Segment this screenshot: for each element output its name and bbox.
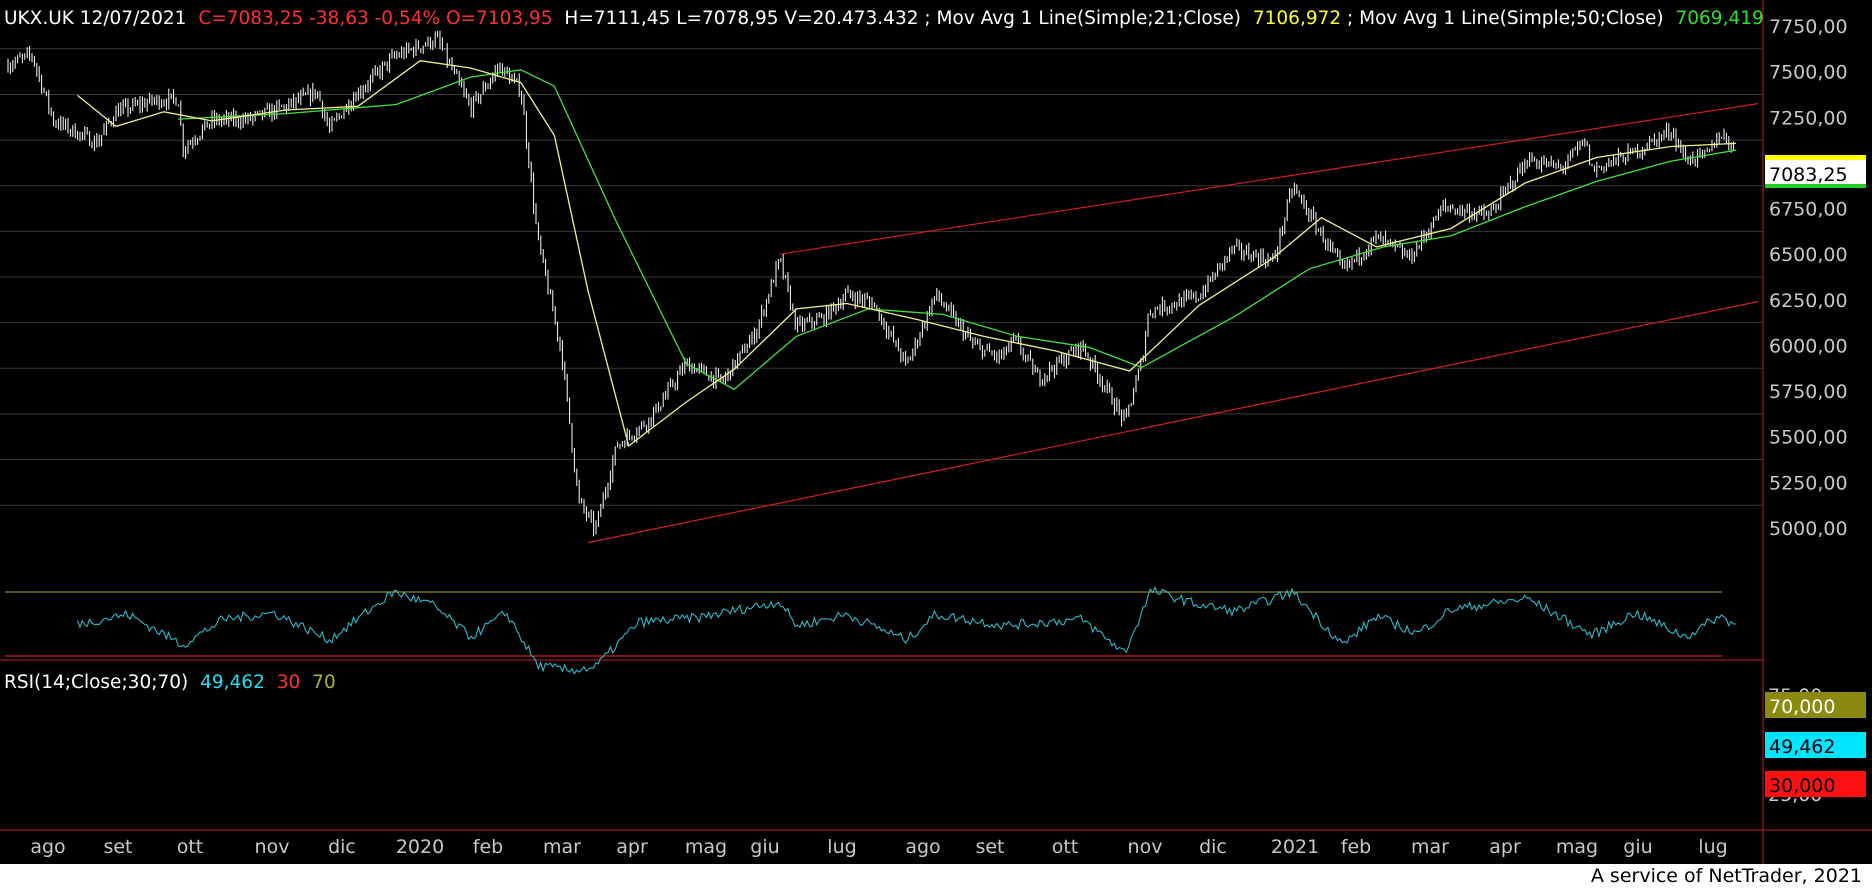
rsi-header-label: RSI(14;Close;30;70) [4, 672, 188, 693]
grid-lines [0, 48, 1763, 506]
header-ma21-value: 7106,972 [1253, 8, 1341, 29]
time-axis-tick: apr [616, 836, 648, 858]
time-axis-tick: feb [473, 836, 503, 858]
time-axis-tick: nov [1128, 836, 1163, 858]
rsi-line [76, 585, 1736, 675]
price-axis-tick: 6000,00 [1769, 336, 1848, 358]
rsi-70-tag: 70,000 [1769, 696, 1835, 718]
price-axis-tick: 7500,00 [1769, 62, 1848, 84]
rsi-header-high: 70 [312, 672, 336, 693]
credit-bar: A service of NetTrader, 2021 [0, 864, 1872, 888]
rsi-30-tag-bg [1765, 771, 1866, 797]
time-axis-tick: ago [30, 836, 65, 858]
time-axis-tick: lug [1698, 836, 1727, 858]
ma50-tag-strip [1765, 184, 1866, 188]
rsi-value-tag-bg [1765, 732, 1866, 758]
time-axis: ago set ott nov dic 2020 feb mar apr mag giu lug ago… [30, 836, 1727, 858]
header-ohlc: C=7083,25 -38,63 -0,54% O=7103,95 [198, 8, 552, 29]
price-axis-tick: 7250,00 [1769, 107, 1848, 129]
rsi-header-value: 49,462 [200, 672, 265, 693]
time-axis-tick: dic [1199, 836, 1227, 858]
credit-text: A service of NetTrader, 2021 [1590, 865, 1862, 887]
time-axis-tick: giu [1623, 836, 1652, 858]
price-axis-tick: 6750,00 [1769, 199, 1848, 221]
header-symbol-date: UKX.UK 12/07/2021 [4, 8, 186, 29]
time-axis-tick: apr [1489, 836, 1521, 858]
header-ma50-label: ; Mov Avg 1 Line(Simple;50;Close) [1347, 8, 1664, 29]
price-axis-tick: 5500,00 [1769, 427, 1848, 449]
time-axis-tick: ott [1052, 836, 1079, 858]
header-ma50-value: 7069,419 [1676, 8, 1764, 29]
price-axis-tick: 5750,00 [1769, 381, 1848, 403]
time-axis-tick: mag [1556, 836, 1598, 858]
rsi-header: RSI(14;Close;30;70) 49,462 30 70 [4, 672, 336, 693]
header-ma21-label: ; Mov Avg 1 Line(Simple;21;Close) [924, 8, 1241, 29]
time-axis-tick: mar [543, 836, 581, 858]
price-axis-tick: 5250,00 [1769, 472, 1848, 494]
price-axis-tick: 7750,00 [1769, 16, 1848, 38]
rsi-value-tag: 49,462 [1769, 736, 1835, 758]
rsi-30-tag: 30,000 [1769, 775, 1835, 797]
time-axis-tick: set [103, 836, 132, 858]
price-axis-tick: 5000,00 [1769, 518, 1848, 540]
time-axis-tick: nov [255, 836, 290, 858]
time-axis-tick: 2021 [1271, 836, 1319, 858]
time-axis-tick: mag [685, 836, 727, 858]
trendline [587, 301, 1759, 544]
time-axis-tick: set [975, 836, 1004, 858]
ma21-tag-strip [1765, 155, 1866, 160]
header-hlv: H=7111,45 L=7078,95 V=20.473.432 [564, 8, 918, 29]
time-axis-tick: dic [328, 836, 356, 858]
time-axis-tick: lug [827, 836, 856, 858]
trendlines [587, 103, 1759, 544]
last-price-tag-bg [1765, 155, 1866, 187]
header-legend: UKX.UK 12/07/2021 C=7083,25 -38,63 -0,54… [4, 8, 1764, 29]
rsi-header-low: 30 [277, 672, 301, 693]
time-axis-tick: giu [750, 836, 779, 858]
time-axis-tick: 2020 [396, 836, 444, 858]
last-price-tag: 7083,25 [1769, 164, 1848, 186]
ma21-line [77, 60, 1737, 448]
time-axis-tick: ago [905, 836, 940, 858]
price-axis-tick: 6250,00 [1769, 290, 1848, 312]
time-axis-tick: mar [1411, 836, 1449, 858]
time-axis-tick: feb [1341, 836, 1371, 858]
ma50-line [178, 69, 1737, 391]
price-axis-tick: 6500,00 [1769, 244, 1848, 266]
price-bars [7, 30, 1735, 537]
rsi-70-tag-bg [1765, 692, 1866, 718]
time-axis-tick: ott [177, 836, 204, 858]
trendline [779, 103, 1759, 255]
